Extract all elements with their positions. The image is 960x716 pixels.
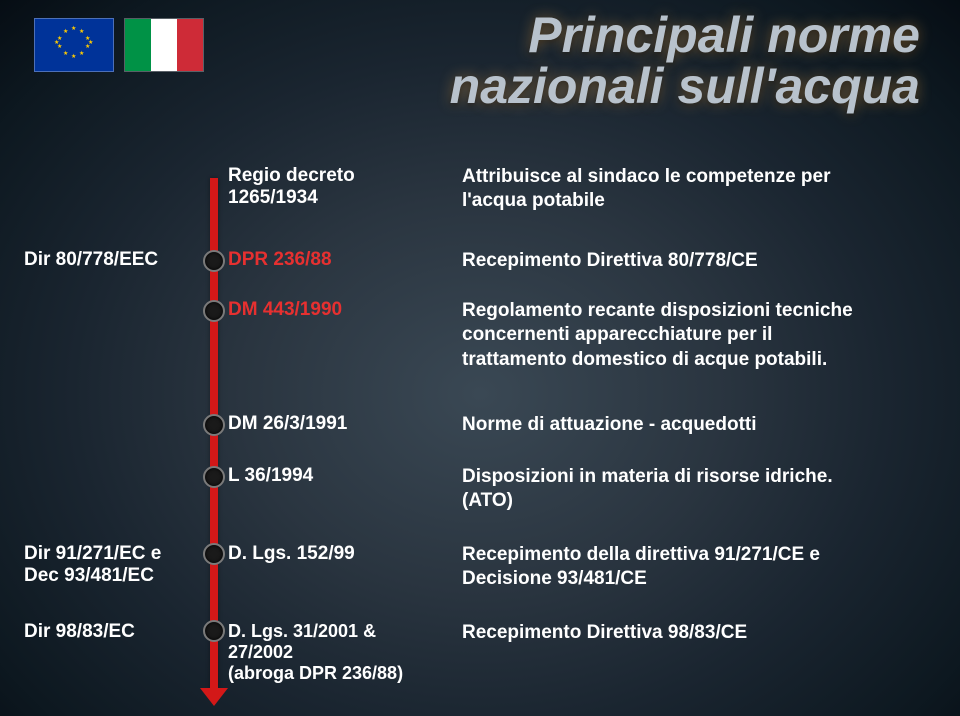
national-norm-label: DM 443/1990 — [228, 299, 342, 321]
norm-description: Disposizioni in materia di risorse idric… — [462, 465, 833, 514]
content-grid: Dir 80/778/EEC Dir 91/271/EC e Dec 93/48… — [0, 165, 960, 702]
eu-dir-label: Dir 91/271/EC e Dec 93/481/EC — [24, 543, 161, 587]
eu-dir-label: Dir 98/83/EC — [24, 621, 135, 643]
national-norm-label: D. Lgs. 31/2001 & 27/2002 (abroga DPR 23… — [228, 621, 438, 684]
national-norm-label: D. Lgs. 152/99 — [228, 543, 355, 565]
norm-description: Attribuisce al sindaco le competenze per… — [462, 165, 831, 214]
slide: ★ ★ ★ ★ ★ ★ ★ ★ ★ ★ ★ ★ Principali norme… — [0, 0, 960, 716]
flags: ★ ★ ★ ★ ★ ★ ★ ★ ★ ★ ★ ★ — [34, 18, 204, 72]
norm-description: Norme di attuazione - acquedotti — [462, 413, 757, 437]
italy-flag-icon — [124, 18, 204, 72]
title-line-2: nazionali sull'acqua — [450, 61, 920, 112]
national-norm-label: L 36/1994 — [228, 465, 313, 487]
title-line-1: Principali norme — [450, 10, 920, 61]
norm-description: Recepimento della direttiva 91/271/CE e … — [462, 543, 820, 592]
norm-description: Recepimento Direttiva 80/778/CE — [462, 249, 758, 273]
norm-description: Recepimento Direttiva 98/83/CE — [462, 621, 747, 645]
national-norm-label: DM 26/3/1991 — [228, 413, 347, 435]
national-norm-label: DPR 236/88 — [228, 249, 332, 271]
eu-dir-label: Dir 80/778/EEC — [24, 249, 158, 271]
norm-description: Regolamento recante disposizioni tecnich… — [462, 299, 853, 372]
national-norm-label: Regio decreto 1265/1934 — [228, 165, 355, 209]
eu-flag-icon: ★ ★ ★ ★ ★ ★ ★ ★ ★ ★ ★ ★ — [34, 18, 114, 72]
slide-title: Principali norme nazionali sull'acqua — [450, 10, 920, 112]
